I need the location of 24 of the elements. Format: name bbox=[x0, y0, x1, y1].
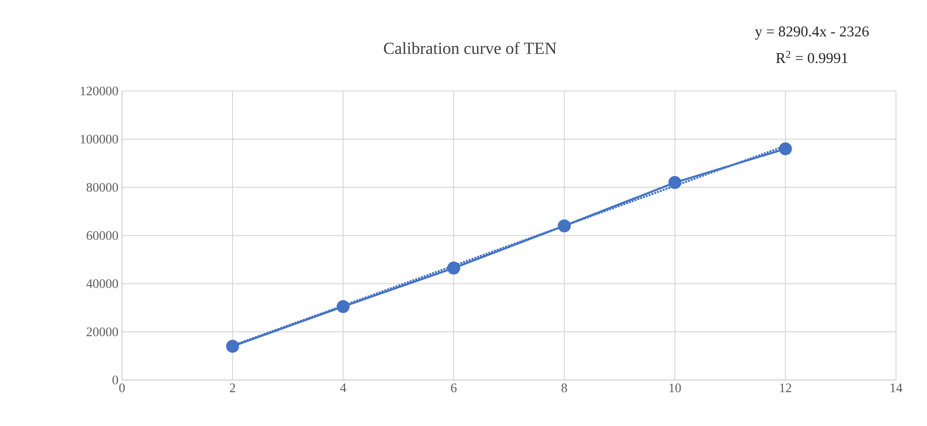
point bbox=[336, 300, 350, 314]
x-tick-label: 0 bbox=[119, 384, 125, 392]
y-tick-label: 40000 bbox=[86, 279, 118, 288]
chart-title: Calibration curve of TEN bbox=[384, 42, 556, 54]
x-tick-label: 10 bbox=[670, 384, 681, 392]
text: R$^{2}$ = 0.9991 bbox=[776, 50, 848, 64]
x-tick-label: 6 bbox=[451, 384, 457, 392]
point bbox=[778, 142, 792, 156]
y-tick-label: 120000 bbox=[80, 86, 118, 96]
y-tick-label: 60000 bbox=[86, 231, 118, 240]
x-tick-label: 2 bbox=[230, 384, 236, 392]
point bbox=[558, 219, 571, 232]
x-tick-label: 8 bbox=[562, 384, 568, 392]
y-tick-label: 80000 bbox=[86, 182, 118, 192]
point bbox=[668, 176, 682, 189]
text: y = 8290.4x - 2326 bbox=[755, 26, 869, 40]
x-tick-label: 14 bbox=[890, 384, 902, 392]
x-tick-label: 12 bbox=[780, 384, 792, 392]
y-tick-label: 0 bbox=[112, 376, 118, 384]
y-tick-label: 100000 bbox=[80, 134, 118, 144]
y-tick-label: 20000 bbox=[86, 327, 118, 336]
point bbox=[447, 262, 460, 274]
point bbox=[226, 340, 240, 353]
x-tick-label: 4 bbox=[340, 384, 346, 392]
